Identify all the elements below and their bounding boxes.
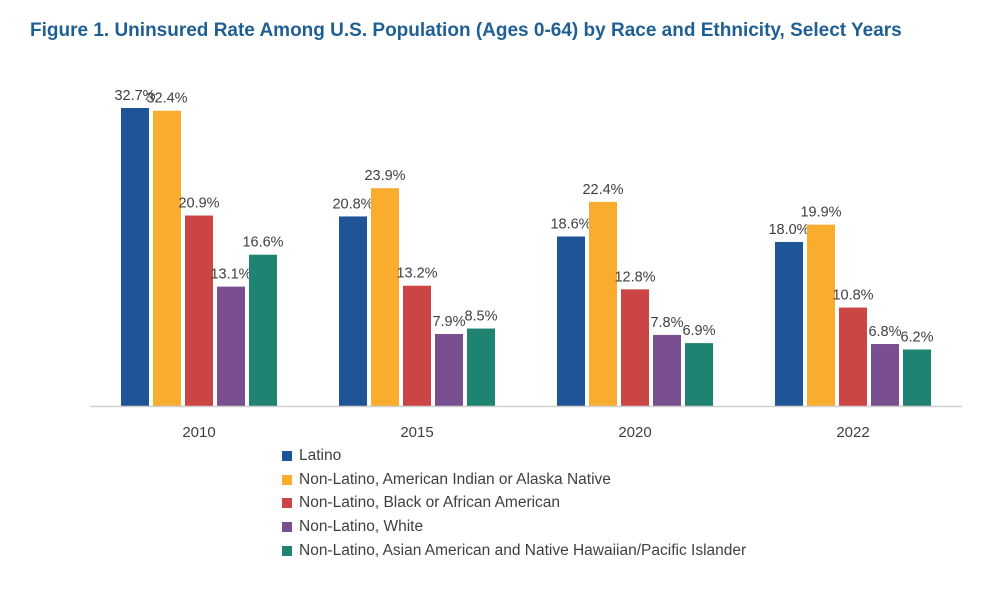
legend-label: Non-Latino, Asian American and Native Ha… (299, 542, 747, 560)
legend-swatch (282, 450, 292, 461)
x-tick-label: 2010 (182, 424, 215, 441)
data-label: 6.8% (868, 324, 901, 340)
bar (903, 349, 931, 406)
data-label: 32.4% (146, 91, 187, 107)
bar (557, 236, 585, 406)
data-label: 8.5% (464, 309, 497, 325)
bar (653, 334, 681, 406)
data-label: 22.4% (582, 182, 623, 198)
x-tick-label: 2015 (400, 424, 433, 441)
bar (403, 285, 431, 406)
bar (589, 201, 617, 406)
data-label: 23.9% (364, 168, 405, 184)
data-label: 6.9% (682, 323, 715, 339)
x-tick-label: 2020 (618, 424, 651, 441)
bar (249, 254, 277, 406)
data-label: 19.9% (800, 205, 841, 221)
data-label: 20.8% (332, 196, 373, 212)
bar (807, 224, 835, 406)
data-label: 12.8% (614, 269, 655, 285)
legend: Latino Non-Latino, American Indian or Ala… (282, 444, 746, 563)
bar (685, 343, 713, 406)
data-label: 6.2% (900, 329, 933, 345)
data-label: 7.9% (432, 314, 465, 330)
legend-item: Non-Latino, American Indian or Alaska Na… (282, 468, 746, 492)
bar (775, 241, 803, 406)
data-label: 16.6% (242, 235, 283, 251)
data-label: 20.9% (178, 196, 219, 212)
data-label: 18.0% (768, 222, 809, 238)
legend-swatch (282, 546, 292, 557)
x-tick-label: 2022 (836, 424, 869, 441)
legend-item: Non-Latino, White (282, 515, 746, 539)
bar (871, 344, 899, 406)
bar (435, 334, 463, 406)
data-label: 13.1% (210, 267, 251, 283)
legend-item: Non-Latino, Black or African American (282, 492, 746, 516)
data-label: 32.7% (114, 88, 155, 104)
data-label: 18.6% (550, 216, 591, 232)
legend-item: Non-Latino, Asian American and Native Ha… (282, 539, 746, 563)
bar (153, 110, 181, 406)
legend-swatch (282, 522, 292, 533)
legend-label: Latino (299, 446, 342, 464)
bar (371, 188, 399, 406)
bar (339, 216, 367, 406)
legend-label: Non-Latino, Black or African American (299, 494, 561, 512)
legend-label: Non-Latino, White (299, 518, 424, 536)
bar (467, 328, 495, 406)
bar (185, 215, 213, 406)
bar (121, 108, 149, 406)
legend-swatch (282, 498, 292, 509)
data-label: 10.8% (832, 288, 873, 304)
bar (839, 307, 867, 406)
legend-swatch (282, 474, 292, 485)
legend-item: Latino (282, 444, 746, 468)
data-label: 7.8% (650, 315, 683, 331)
bar (621, 289, 649, 406)
bar (217, 286, 245, 406)
chart-title: Figure 1. Uninsured Rate Among U.S. Popu… (30, 20, 902, 41)
data-label: 13.2% (396, 266, 437, 282)
legend-label: Non-Latino, American Indian or Alaska Na… (299, 470, 611, 488)
